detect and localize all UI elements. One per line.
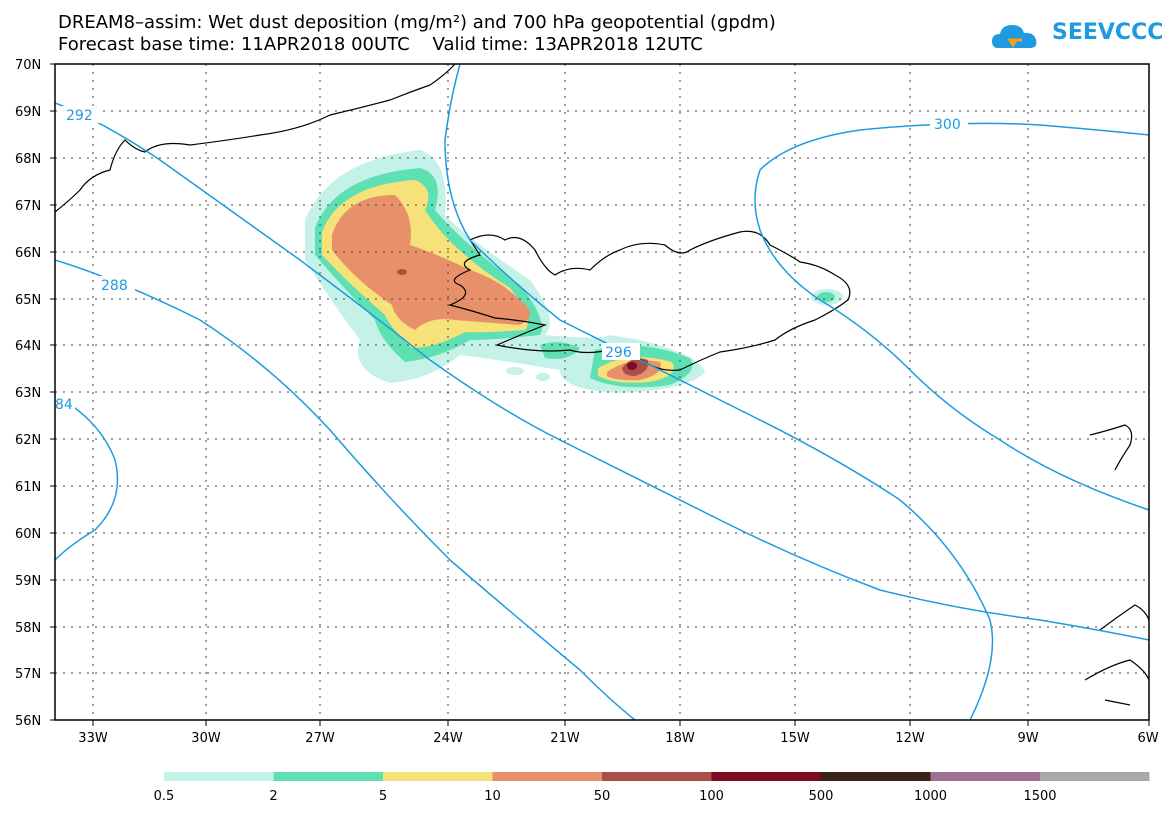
geopotential-contours <box>55 64 1149 720</box>
lat-label: 69N <box>15 105 41 120</box>
colorbar-swatch <box>1040 772 1150 781</box>
lat-label: 57N <box>15 667 41 682</box>
colorbar-swatch <box>711 772 821 781</box>
lon-label: 21W <box>550 731 580 746</box>
lon-label: 15W <box>780 731 810 746</box>
dust-deposition-shading <box>305 150 843 393</box>
colorbar <box>164 772 1150 781</box>
colorbar-label: 5 <box>379 789 387 804</box>
lon-label: 6W <box>1137 731 1158 746</box>
colorbar-label: 10 <box>484 789 501 804</box>
dust-level-100 <box>627 362 637 370</box>
lon-label: 24W <box>433 731 463 746</box>
lon-label: 30W <box>191 731 221 746</box>
lat-label: 65N <box>15 293 41 308</box>
lat-label: 66N <box>15 246 41 261</box>
colorbar-swatch <box>930 772 1040 781</box>
colorbar-label: 1500 <box>1023 789 1056 804</box>
contour-label-288: 288 <box>101 278 128 294</box>
colorbar-label: 2 <box>269 789 277 804</box>
greenland-coast <box>55 64 456 213</box>
lat-label: 59N <box>15 574 41 589</box>
lon-label: 33W <box>78 731 108 746</box>
dust-level-10 <box>332 195 530 330</box>
contour-296 <box>444 64 994 720</box>
colorbar-swatch <box>821 772 931 781</box>
contour-label-84: 84 <box>55 397 73 413</box>
lon-label: 12W <box>895 731 925 746</box>
lat-label: 68N <box>15 152 41 167</box>
lat-label: 56N <box>15 714 41 729</box>
lon-label: 9W <box>1017 731 1038 746</box>
colorbar-swatch <box>273 772 383 781</box>
colorbar-label: 1000 <box>914 789 947 804</box>
colorbar-swatch <box>383 772 493 781</box>
axis-ticks <box>50 63 1150 726</box>
contour-300 <box>754 122 1149 231</box>
longitude-labels: 33W 30W 27W 24W 21W 18W 15W 12W 9W 6W <box>78 731 1158 746</box>
contour-300b <box>759 229 1149 511</box>
lat-label: 61N <box>15 480 41 495</box>
contour-label-296: 296 <box>605 345 632 361</box>
lat-label: 67N <box>15 199 41 214</box>
lon-label: 18W <box>665 731 695 746</box>
contour-84 <box>55 394 119 561</box>
lat-label: 70N <box>15 58 41 73</box>
contour-292 <box>55 102 1149 641</box>
colorbar-swatch <box>492 772 602 781</box>
colorbar-swatch <box>602 772 712 781</box>
coastlines <box>55 64 1149 706</box>
colorbar-swatch <box>164 772 274 781</box>
map-subtitle: Forecast base time: 11APR2018 00UTC Vali… <box>58 34 703 55</box>
graticule <box>55 64 1149 720</box>
colorbar-labels: 0.5 2 5 10 50 100 500 1000 1500 <box>154 789 1057 804</box>
norway-coast <box>1089 424 1133 471</box>
colorbar-label: 100 <box>699 789 724 804</box>
contour-label-300: 300 <box>934 117 961 133</box>
lat-label: 63N <box>15 386 41 401</box>
latitude-labels: 70N 69N 68N 67N 66N 65N 64N 63N 62N 61N … <box>15 58 41 729</box>
logo-text: SEEVCCC <box>1052 20 1164 45</box>
lon-label: 27W <box>305 731 335 746</box>
lat-label: 62N <box>15 433 41 448</box>
contour-labels: 292 288 84 296 300 <box>55 106 968 413</box>
scotland-coast <box>1084 604 1149 706</box>
map-title: DREAM8–assim: Wet dust deposition (mg/m²… <box>58 12 776 33</box>
colorbar-label: 0.5 <box>154 789 175 804</box>
colorbar-label: 50 <box>594 789 611 804</box>
lat-label: 58N <box>15 621 41 636</box>
iceland-coast <box>448 230 851 371</box>
contour-label-292: 292 <box>66 108 93 124</box>
colorbar-label: 500 <box>809 789 834 804</box>
lat-label: 64N <box>15 339 41 354</box>
lat-label: 60N <box>15 527 41 542</box>
cloud-icon <box>992 25 1037 48</box>
contour-288 <box>55 259 636 720</box>
